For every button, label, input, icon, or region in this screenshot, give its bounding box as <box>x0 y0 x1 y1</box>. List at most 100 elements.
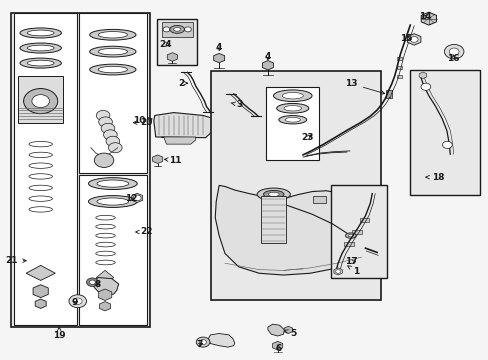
Polygon shape <box>208 333 234 347</box>
Text: 8: 8 <box>94 280 100 289</box>
Circle shape <box>99 117 112 127</box>
Ellipse shape <box>20 58 61 68</box>
Ellipse shape <box>89 46 136 57</box>
Circle shape <box>199 339 206 345</box>
Circle shape <box>23 89 58 114</box>
Bar <box>18 76 63 123</box>
Bar <box>79 175 147 324</box>
Ellipse shape <box>27 60 54 66</box>
Circle shape <box>409 37 417 42</box>
Text: 23: 23 <box>301 133 313 142</box>
Polygon shape <box>96 270 114 284</box>
Circle shape <box>94 153 114 167</box>
Ellipse shape <box>20 43 61 53</box>
Circle shape <box>106 136 120 146</box>
Text: 5: 5 <box>284 329 296 338</box>
Ellipse shape <box>89 30 136 40</box>
Polygon shape <box>35 299 46 309</box>
Polygon shape <box>407 34 420 45</box>
Ellipse shape <box>98 66 127 73</box>
Circle shape <box>442 141 451 148</box>
Ellipse shape <box>345 233 355 238</box>
Bar <box>79 13 147 173</box>
Polygon shape <box>98 289 112 301</box>
Circle shape <box>335 270 340 273</box>
Circle shape <box>86 278 98 287</box>
Ellipse shape <box>29 174 52 179</box>
Circle shape <box>448 48 458 55</box>
Polygon shape <box>100 302 110 311</box>
Ellipse shape <box>268 192 279 197</box>
Text: 1: 1 <box>347 266 359 276</box>
Ellipse shape <box>27 30 54 36</box>
Polygon shape <box>152 155 163 163</box>
Polygon shape <box>213 53 224 63</box>
Bar <box>266 87 319 160</box>
Text: 9: 9 <box>71 298 78 307</box>
Circle shape <box>101 123 115 134</box>
Ellipse shape <box>257 188 290 201</box>
Ellipse shape <box>96 251 115 256</box>
Ellipse shape <box>29 196 52 201</box>
Ellipse shape <box>284 105 301 111</box>
Text: 12: 12 <box>125 194 137 203</box>
Polygon shape <box>161 22 192 37</box>
Bar <box>409 70 479 195</box>
Ellipse shape <box>285 117 300 122</box>
Bar <box>11 13 150 327</box>
Text: 20: 20 <box>133 118 152 127</box>
Circle shape <box>69 295 86 308</box>
Ellipse shape <box>98 32 127 38</box>
Polygon shape <box>131 193 142 203</box>
Bar <box>157 19 196 65</box>
Polygon shape <box>215 185 373 275</box>
Text: 24: 24 <box>159 40 171 49</box>
Ellipse shape <box>278 116 306 124</box>
Polygon shape <box>267 324 284 336</box>
Ellipse shape <box>347 234 352 237</box>
Text: 16: 16 <box>446 54 459 63</box>
Polygon shape <box>167 53 177 61</box>
Ellipse shape <box>169 26 184 33</box>
Polygon shape <box>418 72 426 78</box>
Polygon shape <box>420 12 435 25</box>
Text: 10: 10 <box>133 116 152 125</box>
Text: 3: 3 <box>230 100 242 109</box>
Ellipse shape <box>173 28 181 31</box>
Bar <box>396 66 401 69</box>
Bar <box>312 196 326 203</box>
Circle shape <box>32 95 49 108</box>
Circle shape <box>108 143 122 153</box>
Ellipse shape <box>29 141 52 147</box>
Ellipse shape <box>27 45 54 51</box>
Ellipse shape <box>88 178 137 189</box>
Bar <box>359 219 368 222</box>
Polygon shape <box>26 265 55 280</box>
Text: 11: 11 <box>164 156 181 165</box>
Text: 13: 13 <box>345 80 384 94</box>
Text: 19: 19 <box>53 327 65 341</box>
Polygon shape <box>161 137 195 144</box>
Circle shape <box>184 27 191 32</box>
Text: 22: 22 <box>136 228 152 237</box>
Text: 6: 6 <box>275 344 281 353</box>
Ellipse shape <box>98 48 127 55</box>
Ellipse shape <box>96 242 115 247</box>
Ellipse shape <box>96 215 115 220</box>
Text: 15: 15 <box>399 34 412 43</box>
Ellipse shape <box>88 195 137 207</box>
Bar <box>385 90 391 98</box>
Text: 17: 17 <box>345 257 357 266</box>
Polygon shape <box>33 285 48 298</box>
Circle shape <box>163 27 169 32</box>
Ellipse shape <box>97 180 128 187</box>
Polygon shape <box>262 60 273 70</box>
Ellipse shape <box>97 198 128 205</box>
Ellipse shape <box>273 90 311 102</box>
Ellipse shape <box>96 260 115 265</box>
Text: 4: 4 <box>216 43 222 52</box>
Circle shape <box>103 130 117 140</box>
Ellipse shape <box>96 233 115 238</box>
Ellipse shape <box>282 93 303 99</box>
Text: 4: 4 <box>264 52 270 61</box>
